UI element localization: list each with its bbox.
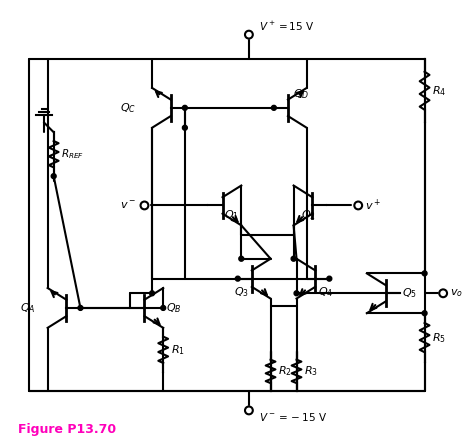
- Text: $Q_4$: $Q_4$: [317, 286, 333, 299]
- Circle shape: [245, 31, 253, 38]
- Text: $v^+$: $v^+$: [365, 198, 381, 213]
- Circle shape: [51, 174, 56, 179]
- Text: $Q_3$: $Q_3$: [235, 286, 249, 299]
- Text: $R_2$: $R_2$: [279, 364, 292, 378]
- Text: $V^- = -15\ \mathrm{V}$: $V^- = -15\ \mathrm{V}$: [259, 411, 327, 423]
- Text: $Q_B$: $Q_B$: [165, 301, 181, 315]
- Circle shape: [245, 406, 253, 414]
- Text: $Q_C$: $Q_C$: [120, 101, 136, 115]
- Circle shape: [422, 271, 427, 276]
- Circle shape: [235, 276, 240, 281]
- Text: $R_1$: $R_1$: [171, 343, 185, 357]
- Circle shape: [354, 202, 362, 209]
- Text: $v^-$: $v^-$: [121, 200, 137, 211]
- Circle shape: [422, 311, 427, 316]
- Circle shape: [182, 125, 187, 130]
- Text: $R_{REF}$: $R_{REF}$: [61, 148, 85, 161]
- Circle shape: [182, 105, 187, 110]
- Text: $V^+ = 15\ \mathrm{V}$: $V^+ = 15\ \mathrm{V}$: [259, 20, 314, 34]
- Text: $R_3$: $R_3$: [304, 364, 318, 378]
- Circle shape: [161, 305, 166, 310]
- Circle shape: [272, 105, 276, 110]
- Circle shape: [140, 202, 148, 209]
- Circle shape: [439, 289, 447, 297]
- Text: $Q_5$: $Q_5$: [402, 287, 417, 300]
- Text: $Q_A$: $Q_A$: [20, 301, 36, 315]
- Circle shape: [78, 305, 83, 310]
- Text: $v_o$: $v_o$: [450, 287, 462, 299]
- Text: Figure P13.70: Figure P13.70: [18, 423, 116, 436]
- Text: $Q_1$: $Q_1$: [224, 208, 239, 222]
- Circle shape: [294, 291, 299, 296]
- Text: $R_4$: $R_4$: [432, 84, 447, 97]
- Circle shape: [239, 256, 244, 261]
- Text: $R_5$: $R_5$: [432, 331, 446, 345]
- Circle shape: [327, 276, 332, 281]
- Text: $Q_2$: $Q_2$: [301, 208, 316, 222]
- Circle shape: [150, 291, 154, 296]
- Text: $Q_D$: $Q_D$: [292, 87, 309, 101]
- Circle shape: [291, 256, 296, 261]
